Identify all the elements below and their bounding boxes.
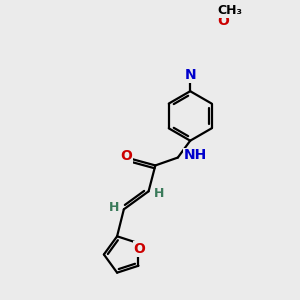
Text: O: O: [217, 14, 229, 28]
Text: O: O: [134, 242, 146, 256]
Text: H: H: [109, 201, 119, 214]
Text: H: H: [154, 187, 164, 200]
Text: CH₃: CH₃: [217, 4, 242, 17]
Text: N: N: [184, 68, 196, 83]
Text: NH: NH: [184, 148, 207, 162]
Text: O: O: [120, 149, 132, 164]
